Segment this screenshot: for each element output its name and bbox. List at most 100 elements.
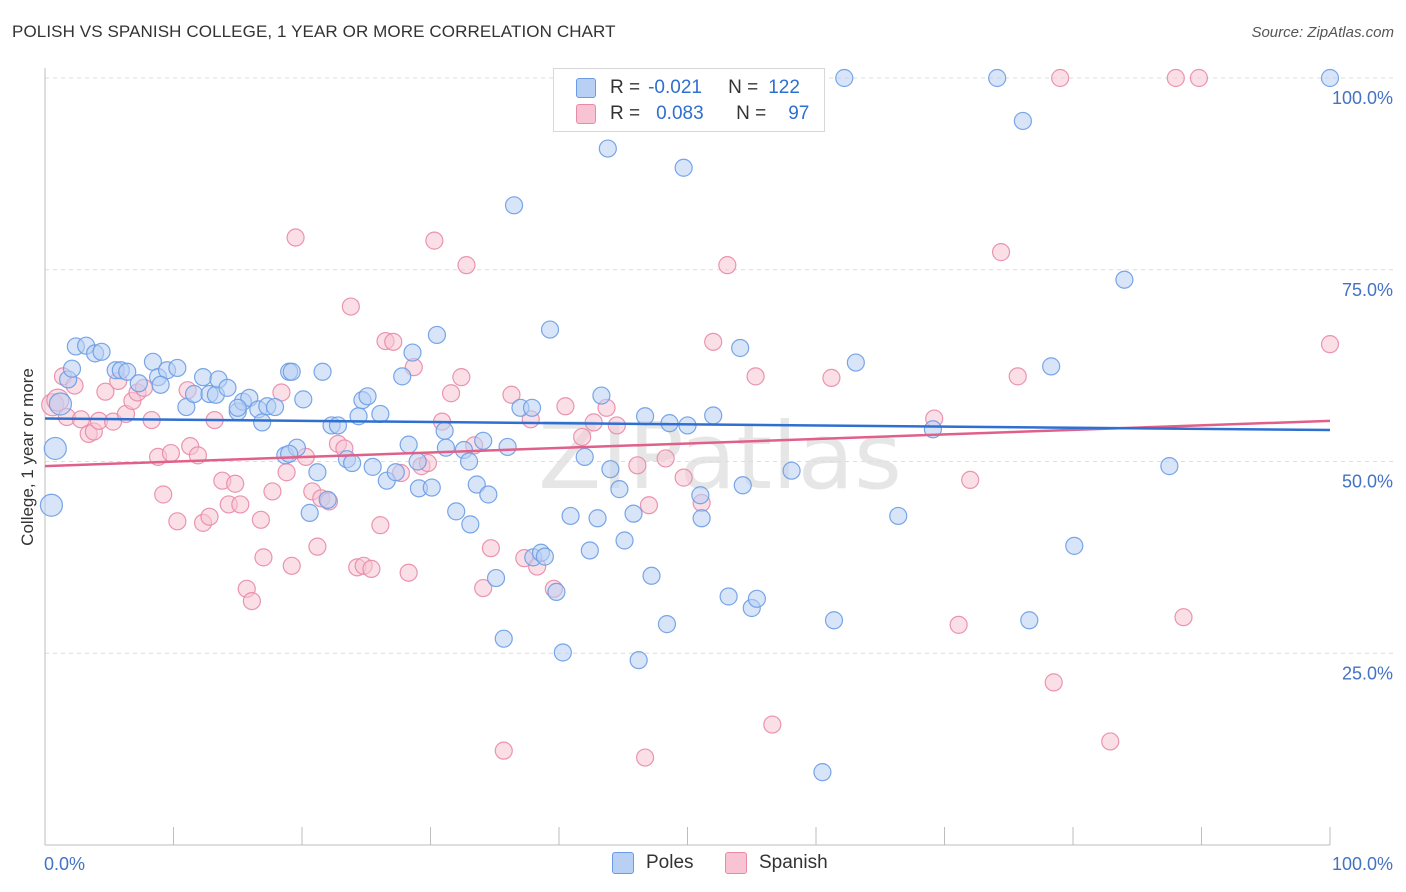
spanish-point-51 bbox=[371, 516, 390, 535]
poles-point-81 bbox=[610, 480, 629, 499]
spanish-point-62 bbox=[452, 368, 471, 387]
poles-point-51 bbox=[399, 435, 418, 454]
legend-row-spanish: R = 0.083 N = 97 bbox=[576, 102, 809, 126]
poles-point-120 bbox=[704, 406, 723, 425]
poles-trend-line bbox=[44, 417, 1331, 432]
legend-item-spanish: Spanish bbox=[725, 852, 828, 874]
poles-point-40 bbox=[328, 416, 348, 435]
poles-point-65 bbox=[494, 629, 513, 648]
spanish-point-98 bbox=[1189, 68, 1209, 88]
spanish-point-99 bbox=[1174, 608, 1193, 627]
spanish-point-59 bbox=[425, 231, 444, 250]
spanish-point-61 bbox=[441, 384, 461, 403]
trend-lines bbox=[44, 417, 1331, 468]
poles-point-60 bbox=[461, 515, 480, 534]
y-axis-label: College, 1 year or more bbox=[18, 368, 37, 546]
poles-point-92 bbox=[692, 509, 711, 528]
poles-point-113 bbox=[522, 398, 542, 417]
r-value: -0.021 bbox=[648, 77, 702, 98]
poles-point-4 bbox=[62, 359, 82, 378]
spanish-point-80 bbox=[639, 496, 659, 515]
poles-point-111 bbox=[1160, 457, 1179, 476]
poles-point-19 bbox=[193, 368, 213, 387]
grid-lines bbox=[45, 77, 1395, 654]
spanish-point-25 bbox=[200, 507, 219, 526]
poles-point-71 bbox=[535, 547, 554, 566]
poles-point-2 bbox=[48, 392, 73, 416]
legend-row-poles: R = -0.021 N = 122 bbox=[576, 76, 800, 100]
poles-point-77 bbox=[580, 541, 599, 560]
spanish-point-53 bbox=[384, 332, 403, 351]
poles-point-87 bbox=[657, 615, 677, 634]
spanish-point-86 bbox=[746, 367, 765, 386]
poles-point-91 bbox=[691, 486, 710, 505]
poles-point-42 bbox=[343, 453, 362, 473]
poles-point-52 bbox=[403, 343, 422, 362]
x-tick-label-0: 0.0% bbox=[44, 854, 85, 874]
poles-point-0 bbox=[39, 493, 64, 517]
poles-point-114 bbox=[318, 490, 337, 509]
n-label: N = bbox=[736, 103, 767, 124]
spanish-point-90 bbox=[949, 615, 968, 634]
spanish-point-93 bbox=[1008, 367, 1027, 386]
spanish-point-9 bbox=[96, 382, 115, 401]
poles-point-45 bbox=[358, 387, 377, 406]
poles-point-99 bbox=[813, 763, 832, 782]
poles-point-12 bbox=[129, 374, 148, 393]
poles-point-76 bbox=[575, 447, 594, 466]
poles-point-101 bbox=[835, 68, 854, 88]
poles-point-84 bbox=[629, 651, 648, 670]
poles-point-33 bbox=[282, 362, 301, 381]
spanish-point-95 bbox=[1051, 68, 1070, 88]
poles-point-100 bbox=[824, 611, 844, 630]
poles-point-97 bbox=[747, 589, 766, 608]
poles-point-54 bbox=[422, 478, 441, 497]
poles-point-47 bbox=[371, 404, 390, 424]
spanish-point-50 bbox=[362, 559, 381, 578]
spanish-point-79 bbox=[635, 748, 655, 767]
spanish-point-39 bbox=[286, 228, 305, 247]
poles-point-63 bbox=[479, 485, 498, 504]
spanish-point-34 bbox=[254, 548, 273, 567]
r-label: R = bbox=[610, 103, 641, 124]
spanish-point-37 bbox=[277, 463, 296, 482]
spanish-point-100 bbox=[1320, 335, 1340, 354]
spanish-point-30 bbox=[231, 495, 250, 514]
spanish-point-91 bbox=[961, 470, 980, 490]
spanish-point-19 bbox=[161, 443, 181, 463]
poles-point-121 bbox=[459, 452, 479, 471]
r-label: R = bbox=[610, 77, 641, 98]
poles-point-37 bbox=[308, 463, 327, 482]
spanish-point-66 bbox=[481, 539, 500, 558]
chart-title: POLISH VS SPANISH COLLEGE, 1 YEAR OR MOR… bbox=[12, 22, 616, 41]
poles-point-35 bbox=[294, 390, 313, 409]
n-label: N = bbox=[728, 77, 759, 98]
poles-point-28 bbox=[253, 413, 272, 432]
poles-point-56 bbox=[435, 421, 454, 440]
poles-point-79 bbox=[592, 386, 611, 405]
y-tick-label-2: 75.0% bbox=[1342, 280, 1393, 300]
poles-point-49 bbox=[386, 463, 405, 482]
poles-point-103 bbox=[889, 506, 908, 526]
poles-point-95 bbox=[733, 476, 752, 495]
poles-swatch-icon bbox=[612, 852, 634, 874]
poles-point-82 bbox=[615, 531, 634, 550]
spanish-point-87 bbox=[763, 715, 782, 734]
spanish-point-81 bbox=[656, 449, 675, 468]
tick-labels: 25.0% 50.0% 75.0% 100.0% 0.0% 100.0% bbox=[44, 88, 1393, 874]
spanish-point-82 bbox=[674, 468, 693, 487]
spanish-point-33 bbox=[251, 510, 270, 529]
poles-point-80 bbox=[598, 139, 617, 158]
poles-point-8 bbox=[92, 342, 111, 361]
spanish-point-65 bbox=[474, 578, 493, 598]
n-value: 122 bbox=[768, 77, 800, 98]
poles-point-11 bbox=[118, 362, 137, 381]
poles-point-62 bbox=[474, 431, 493, 450]
y-tick-label-0: 25.0% bbox=[1342, 663, 1393, 683]
spanish-point-35 bbox=[263, 482, 282, 501]
poles-point-61 bbox=[467, 475, 486, 494]
spanish-point-88 bbox=[822, 368, 841, 387]
poles-point-55 bbox=[427, 325, 447, 345]
poles-point-18 bbox=[184, 384, 204, 404]
